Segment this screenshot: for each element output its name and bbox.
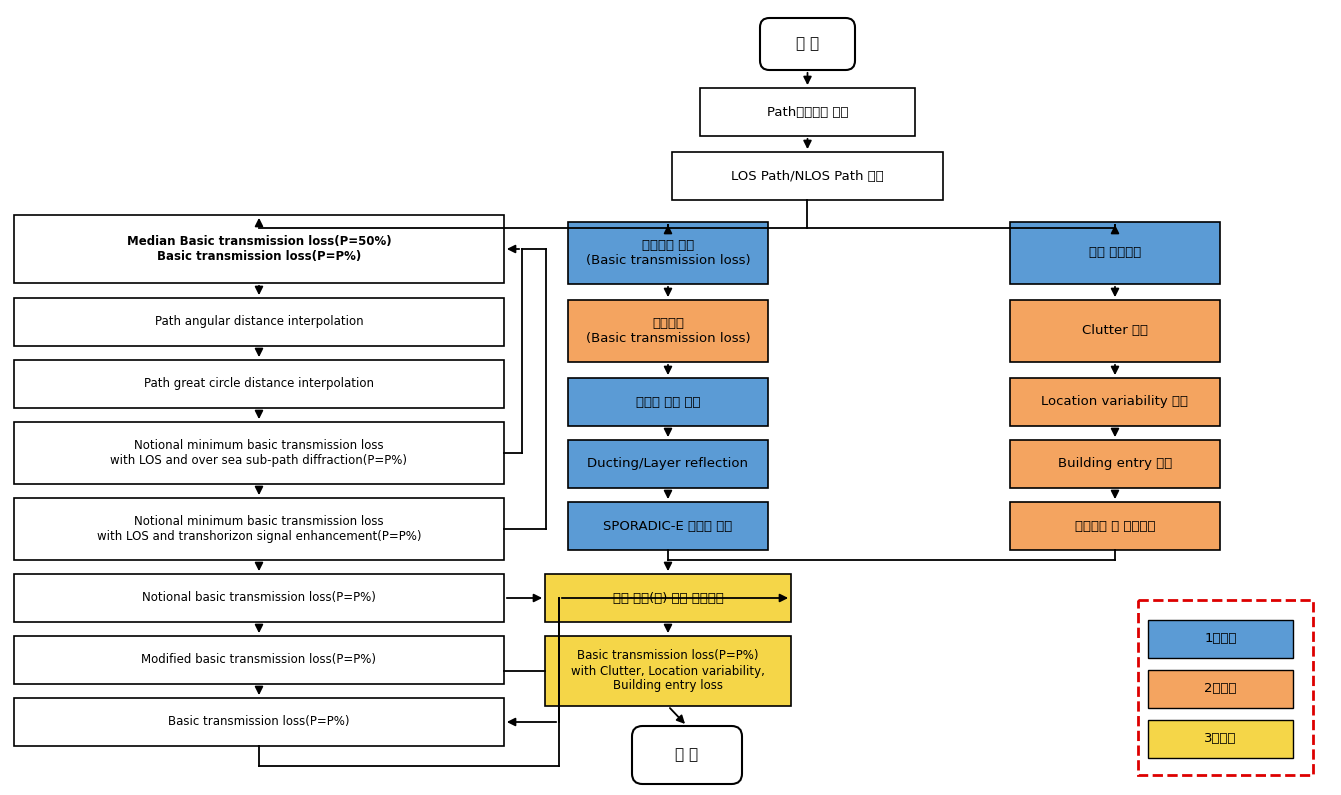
Text: 강우강도 및 강우감쇼: 강우강도 및 강우감쇼 — [1074, 519, 1155, 533]
FancyBboxPatch shape — [569, 502, 768, 550]
Text: Notional basic transmission loss(P=P%): Notional basic transmission loss(P=P%) — [142, 591, 375, 604]
FancyBboxPatch shape — [13, 360, 504, 408]
Text: Notional minimum basic transmission loss
with LOS and transhorizon signal enhanc: Notional minimum basic transmission loss… — [97, 515, 421, 543]
FancyBboxPatch shape — [569, 378, 768, 426]
Text: Notional minimum basic transmission loss
with LOS and over sea sub-path diffract: Notional minimum basic transmission loss… — [110, 439, 408, 467]
FancyBboxPatch shape — [1010, 440, 1220, 488]
Text: 시간·공간(을) 변환 전파간섭: 시간·공간(을) 변환 전파간섭 — [613, 591, 723, 604]
FancyBboxPatch shape — [632, 726, 742, 784]
Text: 대기 가스손실: 대기 가스손실 — [1089, 246, 1141, 259]
Text: Ducting/Layer reflection: Ducting/Layer reflection — [587, 457, 748, 471]
FancyBboxPatch shape — [544, 574, 791, 622]
FancyBboxPatch shape — [13, 698, 504, 746]
FancyBboxPatch shape — [13, 298, 504, 346]
FancyBboxPatch shape — [672, 152, 943, 200]
FancyBboxPatch shape — [13, 215, 504, 283]
Text: 2차년도: 2차년도 — [1204, 682, 1236, 696]
Text: Basic transmission loss(P=P%)
with Clutter, Location variability,
Building entry: Basic transmission loss(P=P%) with Clutt… — [571, 650, 764, 692]
Text: Path angular distance interpolation: Path angular distance interpolation — [154, 316, 363, 328]
FancyBboxPatch shape — [1010, 300, 1220, 362]
Text: 회절손실
(Basic transmission loss): 회절손실 (Basic transmission loss) — [586, 317, 751, 345]
FancyBboxPatch shape — [760, 18, 856, 70]
FancyBboxPatch shape — [569, 222, 768, 284]
Text: 자유공간 손실
(Basic transmission loss): 자유공간 손실 (Basic transmission loss) — [586, 239, 751, 267]
Text: SPORADIC-E 전리층 손실: SPORADIC-E 전리층 손실 — [603, 519, 732, 533]
Text: Path프로파일 생성: Path프로파일 생성 — [767, 106, 849, 118]
FancyBboxPatch shape — [1148, 670, 1293, 708]
FancyBboxPatch shape — [13, 574, 504, 622]
FancyBboxPatch shape — [13, 636, 504, 684]
Text: Basic transmission loss(P=P%): Basic transmission loss(P=P%) — [168, 716, 350, 728]
FancyBboxPatch shape — [1010, 378, 1220, 426]
Text: 시 작: 시 작 — [797, 37, 819, 52]
FancyBboxPatch shape — [13, 422, 504, 484]
FancyBboxPatch shape — [1148, 720, 1293, 758]
Text: Median Basic transmission loss(P=50%)
Basic transmission loss(P=P%): Median Basic transmission loss(P=50%) Ba… — [126, 235, 392, 263]
Text: Location variability 손실: Location variability 손실 — [1042, 395, 1188, 409]
Text: Clutter 손실: Clutter 손실 — [1082, 324, 1148, 338]
FancyBboxPatch shape — [700, 88, 915, 136]
FancyBboxPatch shape — [1010, 222, 1220, 284]
Text: LOS Path/NLOS Path 구분: LOS Path/NLOS Path 구분 — [731, 169, 884, 183]
FancyBboxPatch shape — [1148, 620, 1293, 658]
FancyBboxPatch shape — [569, 440, 768, 488]
Text: 1차년도: 1차년도 — [1204, 633, 1236, 646]
Text: 종 료: 종 료 — [676, 747, 699, 762]
Text: Path great circle distance interpolation: Path great circle distance interpolation — [143, 378, 374, 390]
FancyBboxPatch shape — [1139, 600, 1313, 775]
Text: 3차년도: 3차년도 — [1204, 732, 1236, 746]
FancyBboxPatch shape — [13, 498, 504, 560]
Text: Building entry 손실: Building entry 손실 — [1058, 457, 1172, 471]
FancyBboxPatch shape — [1010, 502, 1220, 550]
FancyBboxPatch shape — [544, 636, 791, 706]
FancyBboxPatch shape — [569, 300, 768, 362]
Text: Modified basic transmission loss(P=P%): Modified basic transmission loss(P=P%) — [142, 653, 377, 666]
Text: 대류권 산란 손실: 대류권 산란 손실 — [636, 395, 700, 409]
